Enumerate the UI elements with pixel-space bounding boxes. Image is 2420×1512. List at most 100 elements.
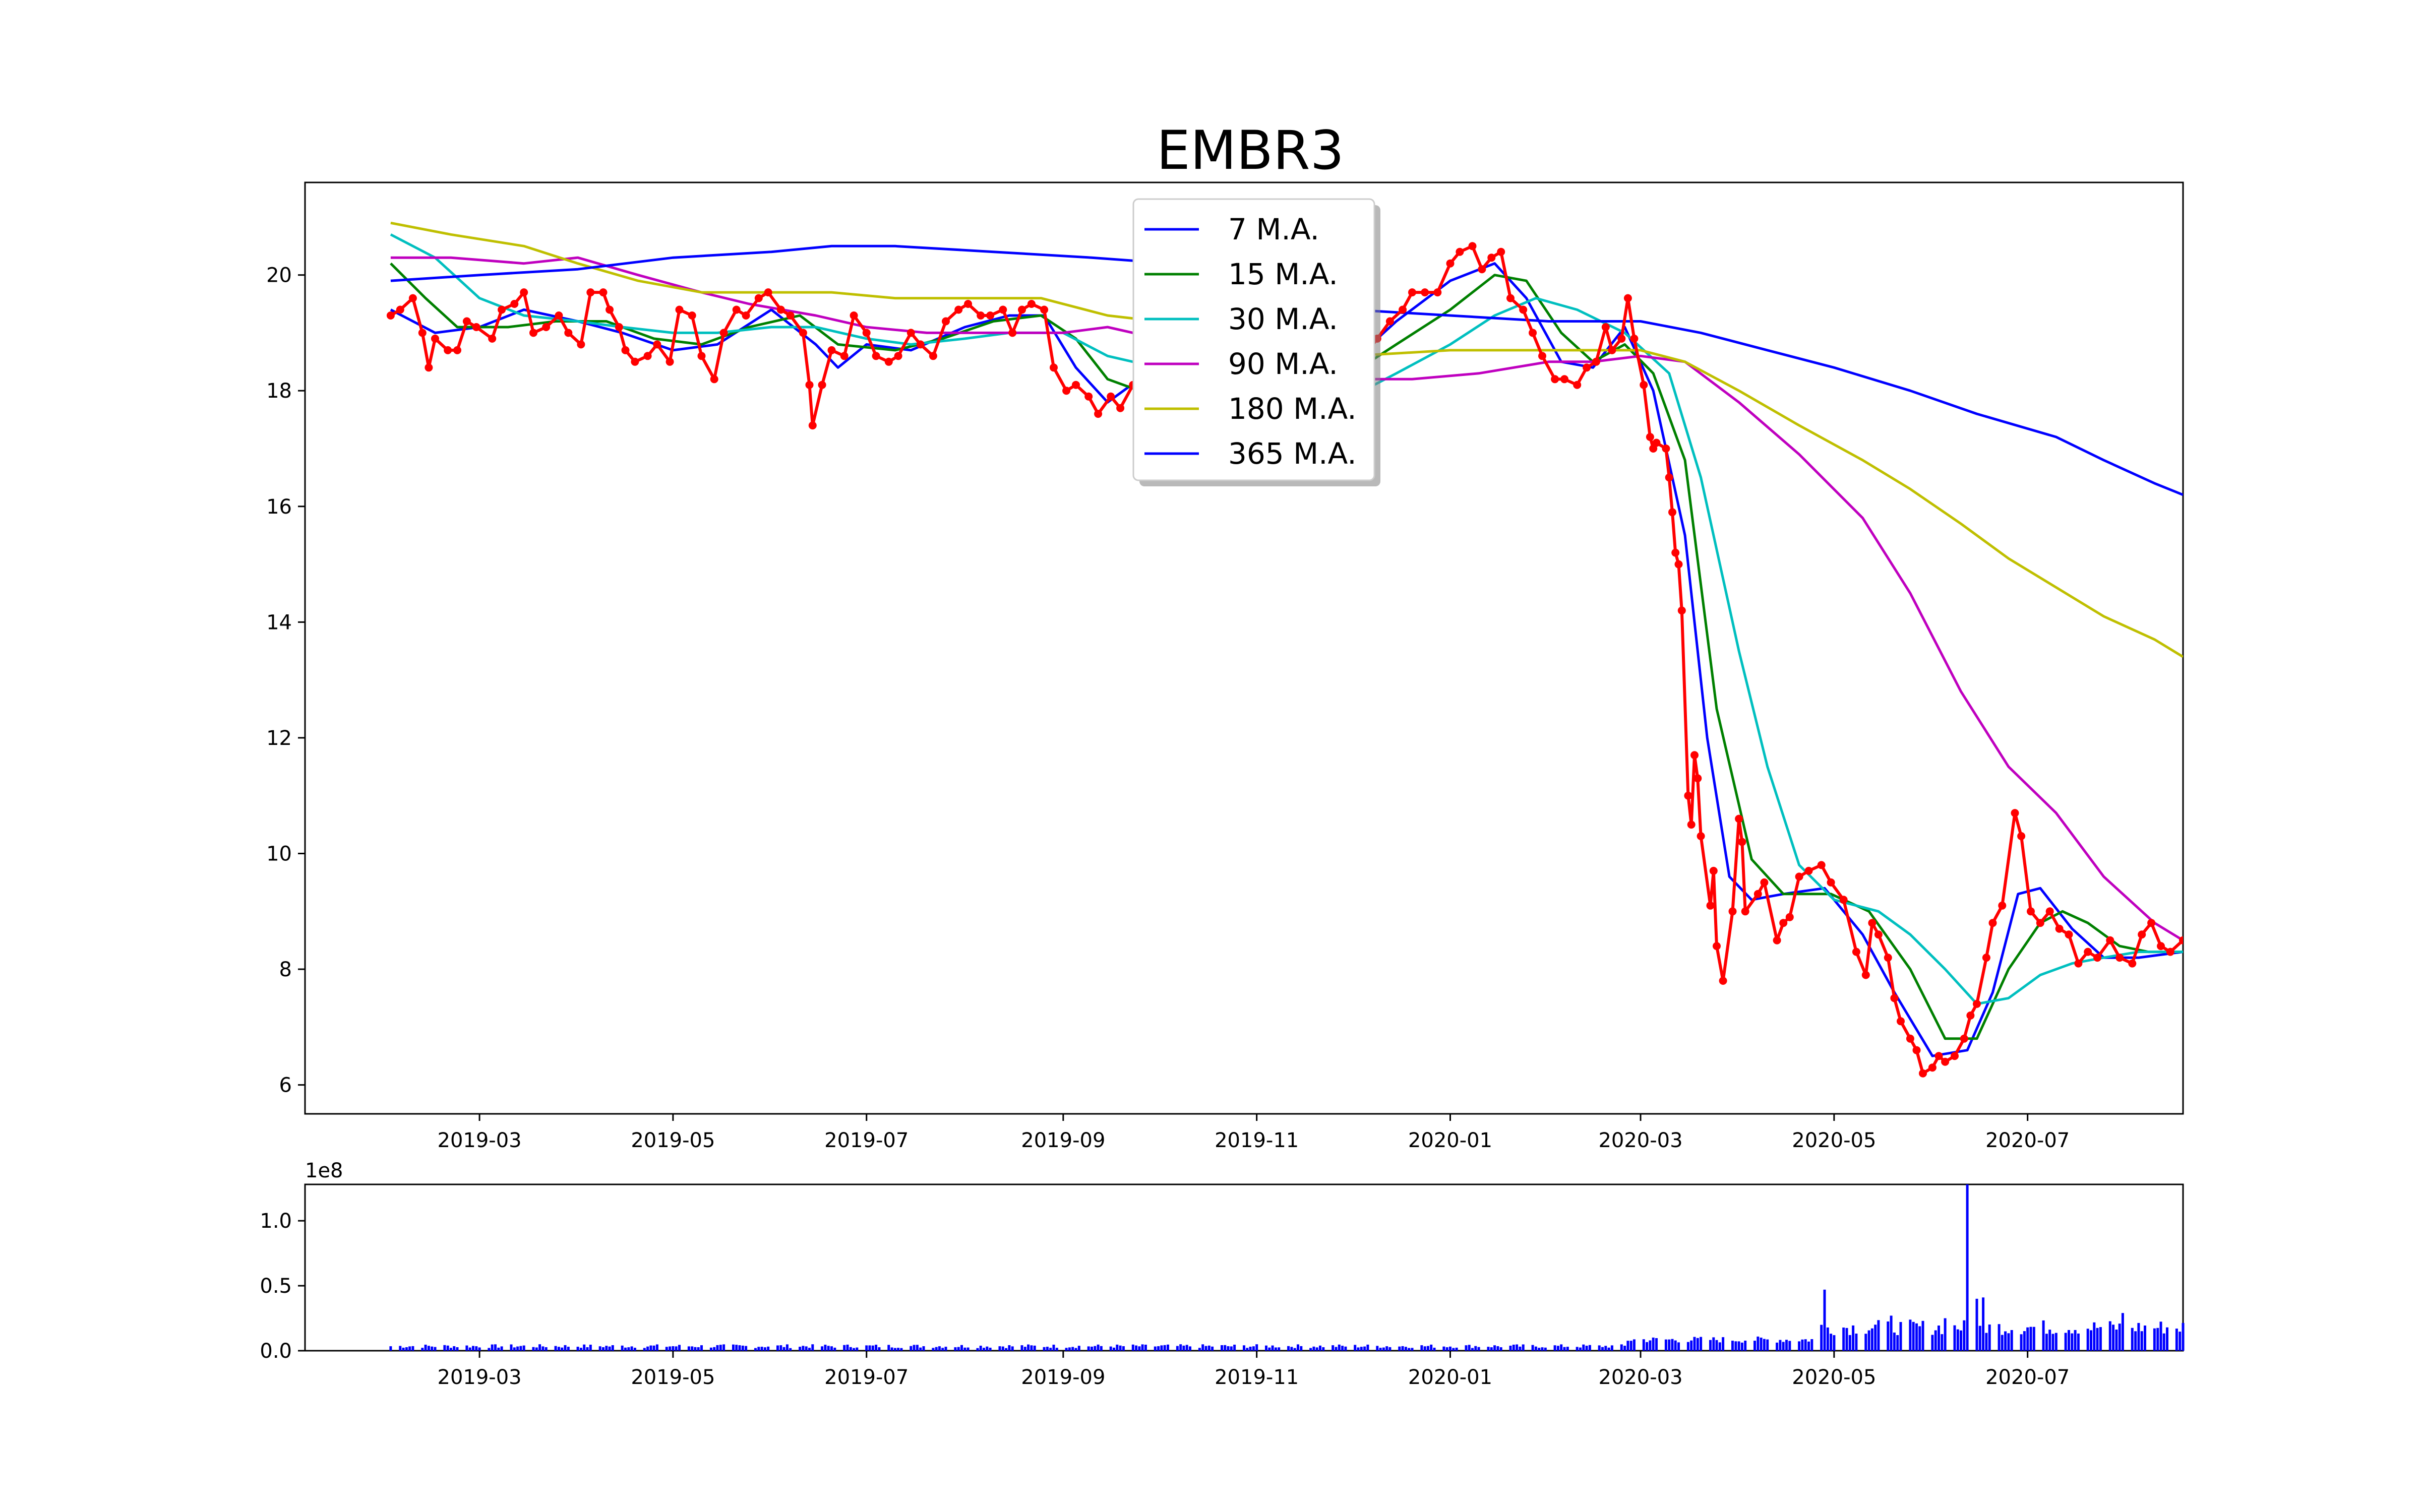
volume-bar [431,1346,434,1351]
volume-bar [1826,1327,1829,1351]
volume-bar [1074,1348,1077,1351]
price-point [2128,959,2137,968]
volume-x-tick-label: 2019-09 [1021,1366,1105,1389]
volume-bar [1312,1346,1315,1351]
price-x-tick-label: 2019-11 [1215,1129,1299,1152]
volume-bar [1652,1337,1655,1351]
volume-bar [697,1347,700,1351]
price-point [2011,809,2019,817]
volume-bar [2131,1328,2134,1351]
volume-bar [1620,1344,1623,1351]
price-point [1487,254,1496,262]
legend-label: 15 M.A. [1228,257,1338,291]
volume-bar [633,1348,636,1351]
volume-bar [1693,1337,1696,1351]
volume-bar [1109,1346,1112,1351]
volume-bar [878,1347,881,1351]
volume-bar [2020,1334,2023,1351]
volume-bar [1496,1346,1499,1351]
price-point [1008,329,1017,337]
volume-bar [1779,1340,1782,1351]
volume-bar [2182,1322,2185,1351]
volume-bar [2112,1325,2115,1351]
volume-bar [1696,1338,1699,1351]
volume-bar [871,1345,874,1351]
volume-bar [754,1348,757,1351]
price-point [1852,948,1860,956]
volume-bar [1715,1340,1718,1351]
volume-bar [1338,1344,1341,1351]
price-point [1690,751,1699,760]
price-point [1385,317,1394,326]
volume-bar [443,1345,446,1351]
volume-x-tick-label: 2019-03 [438,1366,522,1389]
volume-bar [713,1347,716,1351]
volume-bar [1252,1346,1255,1351]
volume-bar [1335,1347,1338,1351]
volume-bar [583,1344,586,1351]
price-point [1919,1069,1927,1078]
ma-line-180-m-a [390,221,2183,658]
volume-bar [579,1348,582,1351]
volume-bar [541,1346,544,1351]
price-point [1050,363,1058,372]
volume-bar [979,1346,982,1351]
price-point [986,311,995,320]
volume-bar [833,1347,836,1351]
volume-bar [1731,1341,1734,1351]
volume-bar [1623,1346,1626,1351]
price-point [1601,323,1610,331]
price-point [1960,1034,1968,1043]
ma-line-90-m-a [390,256,2183,941]
volume-bar [1870,1328,1873,1351]
price-y-tick-label: 10 [266,842,292,865]
volume-bar [1941,1334,1944,1351]
volume-bar [1265,1345,1267,1351]
volume-bar [1766,1339,1769,1351]
volume-bar [1388,1347,1392,1351]
volume-bar [1810,1339,1813,1351]
volume-bar [960,1345,963,1351]
price-point [431,334,439,343]
volume-bar [1487,1347,1490,1351]
price-point [954,305,963,314]
price-x-tick-label: 2019-07 [824,1129,909,1152]
price-point [1116,404,1125,412]
price-point [1753,890,1762,898]
volume-bar [1686,1342,1689,1351]
volume-bar [1563,1347,1566,1351]
price-point [542,323,551,331]
price-point [577,340,585,349]
volume-bar [2007,1333,2010,1351]
price-axes-frame [304,181,2184,1115]
volume-bar [1598,1345,1601,1351]
volume-bar [2064,1333,2067,1351]
volume-bar [1255,1344,1258,1351]
volume-bar [446,1345,449,1351]
volume-bar [856,1347,859,1351]
volume-bar [1576,1347,1579,1351]
price-point [1027,300,1036,308]
price-point [462,317,471,326]
volume-bar [1204,1346,1207,1351]
volume-bar [1068,1347,1071,1351]
volume-bar [1801,1339,1804,1351]
volume-bar [1848,1335,1851,1351]
volume-bar [1052,1345,1055,1351]
price-point [2036,919,2044,927]
ma-line-365-m-a [390,244,2183,496]
price-point [1617,334,1626,343]
volume-bar [1763,1339,1766,1351]
price-point [1506,294,1515,302]
price-point [2166,948,2174,956]
price-x-tick-label: 2020-01 [1408,1129,1492,1152]
volume-bar [1740,1342,1743,1351]
price-y-tick-label: 12 [266,727,292,750]
volume-bar [2159,1321,2162,1351]
volume-bar [1944,1318,1947,1351]
volume-bar [1189,1346,1191,1351]
volume-bar [1274,1347,1277,1351]
volume-bar [402,1348,405,1351]
volume-bar [1544,1347,1547,1351]
volume-bar [1509,1346,1512,1351]
